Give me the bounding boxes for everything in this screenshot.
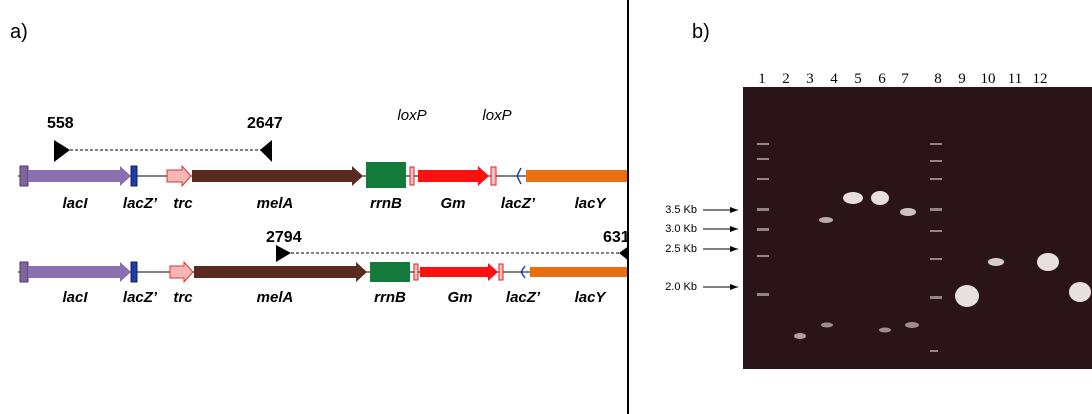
construct-1	[18, 140, 641, 188]
gene-label: lacI	[62, 289, 88, 306]
primer-label: 6316	[603, 229, 639, 246]
figure: a) 558 2647 loxP loxP lacI lacZ’ trc mel…	[0, 0, 1092, 414]
gene-label: rrnB	[374, 289, 406, 306]
gene-label: lacI	[62, 195, 88, 212]
gene-label: Gm	[447, 289, 472, 306]
lane-number: 7	[901, 71, 909, 87]
lane-number: 10	[981, 71, 996, 87]
construct-2: 6316	[18, 229, 640, 282]
size-label: 2.0 Kb	[665, 281, 697, 293]
size-label: 3.5 Kb	[665, 204, 697, 216]
gene-label: Gm	[440, 195, 465, 212]
gene-label: lacZ’	[501, 195, 536, 212]
lane-number: 4	[830, 71, 838, 87]
lane-number: 6	[878, 71, 886, 87]
lane-number: 9	[958, 71, 966, 87]
panel-label: b)	[692, 21, 710, 43]
lane-number: 11	[1008, 71, 1022, 87]
gene-label: trc	[173, 289, 193, 306]
gene-label: trc	[173, 195, 193, 212]
panel-label: a)	[10, 21, 28, 43]
gene-label: melA	[257, 195, 294, 212]
primer-label: 558	[47, 115, 74, 132]
gene-label: lacZ’	[123, 289, 158, 306]
size-markers: 3.5 Kb 3.0 Kb 2.5 Kb 2.0 Kb	[665, 204, 738, 293]
lane-number: 8	[934, 71, 942, 87]
size-label: 3.0 Kb	[665, 223, 697, 235]
lane-number: 12	[1033, 71, 1048, 87]
site-label: loxP	[482, 107, 511, 124]
lane-number: 3	[806, 71, 814, 87]
primer-label: 2794	[266, 229, 302, 246]
gene-label: rrnB	[370, 195, 402, 212]
size-label: 2.5 Kb	[665, 243, 697, 255]
gene-label: lacY	[575, 195, 608, 212]
site-label: loxP	[397, 107, 426, 124]
lane-number: 1	[758, 71, 766, 87]
gene-label: lacZ’	[506, 289, 541, 306]
gene-label: lacY	[575, 289, 608, 306]
lane-number: 5	[854, 71, 862, 87]
lane-number: 2	[782, 71, 790, 87]
primer-label: 2647	[247, 115, 283, 132]
gene-label: lacZ’	[123, 195, 158, 212]
gene-label: melA	[257, 289, 294, 306]
